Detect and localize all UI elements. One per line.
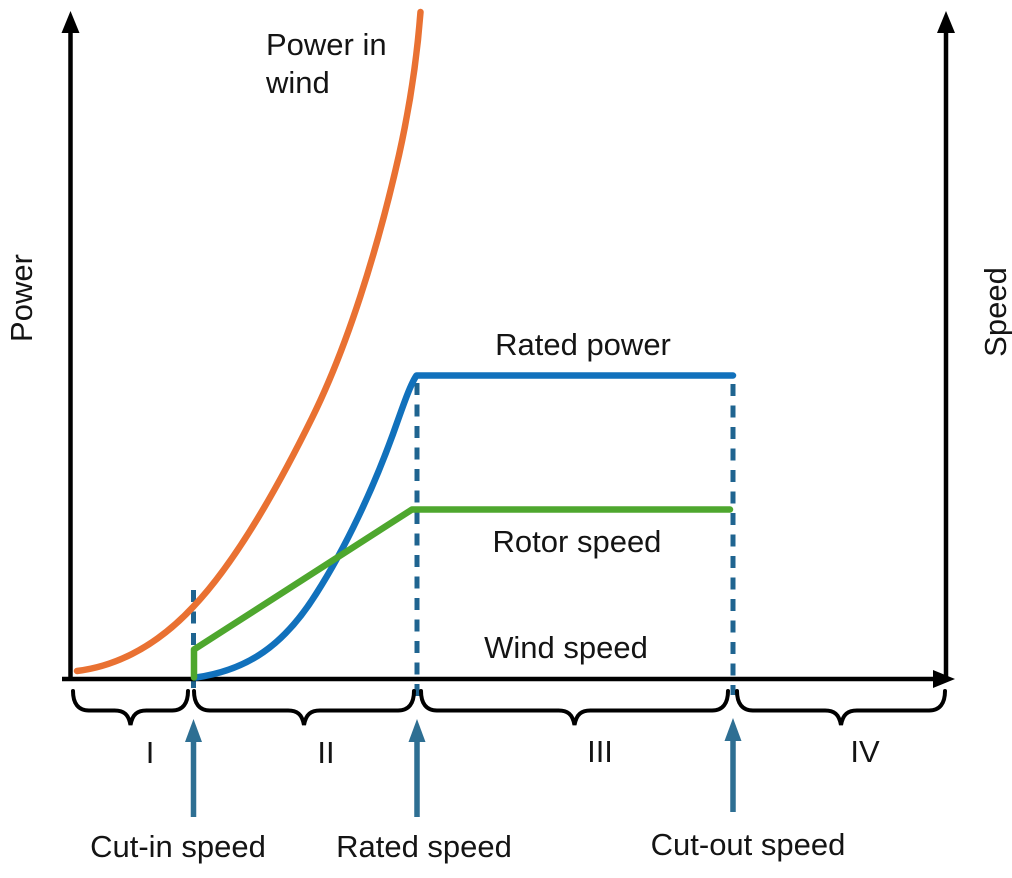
y-axis-right-arrowhead-icon bbox=[937, 11, 955, 33]
axes bbox=[61, 11, 955, 688]
cut-out-speed-label: Cut-out speed bbox=[651, 827, 846, 862]
region-IV-brace bbox=[735, 689, 947, 726]
region-I-label: I bbox=[146, 735, 155, 770]
rated-speed-label: Rated speed bbox=[336, 829, 512, 864]
power-in-wind-label-line2: wind bbox=[265, 65, 330, 100]
region-III-label: III bbox=[587, 734, 613, 769]
region-II-brace bbox=[192, 689, 416, 726]
rated-arrow-icon bbox=[408, 719, 426, 817]
cut-in-arrow-icon bbox=[185, 719, 202, 817]
power-in-wind-curve bbox=[73, 8, 424, 675]
y-axis-left-title: Power bbox=[4, 254, 39, 342]
y-axis-left-arrowhead-icon bbox=[61, 11, 80, 33]
rated-power-label: Rated power bbox=[495, 327, 671, 362]
region-IV-label: IV bbox=[850, 734, 880, 769]
rotor-speed-label: Rotor speed bbox=[493, 524, 662, 559]
power-in-wind-label-line1: Power in bbox=[266, 27, 387, 62]
region-II-label: II bbox=[317, 735, 334, 770]
power-output-curve bbox=[192, 372, 737, 681]
region-III-brace bbox=[419, 689, 730, 726]
marker-arrows bbox=[185, 718, 742, 817]
y-axis-right-title: Speed bbox=[978, 267, 1012, 357]
x-axis-arrowhead-icon bbox=[933, 670, 955, 688]
wind-speed-label: Wind speed bbox=[484, 630, 648, 665]
region-braces bbox=[71, 689, 947, 726]
region-I-brace bbox=[71, 689, 190, 726]
rotor-speed-curve bbox=[190, 506, 734, 681]
cut-out-arrow-icon bbox=[724, 718, 742, 812]
cut-in-speed-label: Cut-in speed bbox=[90, 829, 266, 864]
